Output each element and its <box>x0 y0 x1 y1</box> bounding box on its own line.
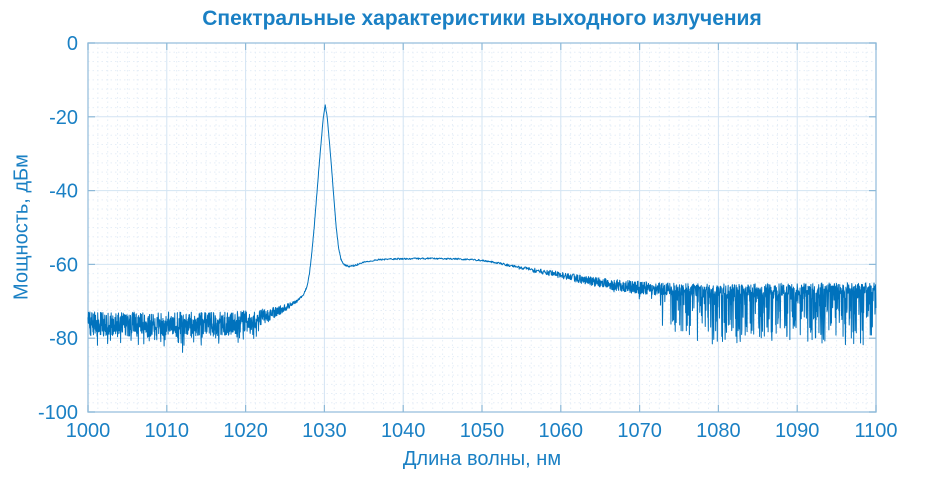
chart-title: Спектральные характеристики выходного из… <box>202 7 762 30</box>
y-tick-label: -80 <box>49 328 78 350</box>
x-axis-label: Длина волны, нм <box>402 448 562 470</box>
y-tick-label: 0 <box>67 33 78 55</box>
spectrum-line <box>87 104 877 353</box>
x-tick-label: 1040 <box>381 420 426 442</box>
x-tick-label: 1030 <box>302 420 347 442</box>
x-tick-label: 1100 <box>854 420 897 442</box>
x-tick-label: 1050 <box>460 420 505 442</box>
y-axis-label: Мощность, дБм <box>10 154 33 300</box>
x-tick-label: 1080 <box>696 420 741 442</box>
y-tick-label: -40 <box>49 181 78 203</box>
x-tick-label: 1020 <box>223 420 268 442</box>
x-tick-label: 1070 <box>617 420 662 442</box>
x-tick-label: 1060 <box>539 420 584 442</box>
x-tick-label: 1090 <box>775 420 820 442</box>
x-tick-label: 1000 <box>66 420 111 442</box>
y-tick-label: -20 <box>49 107 78 129</box>
y-tick-label: -60 <box>49 254 78 276</box>
x-tick-label: 1010 <box>145 420 190 442</box>
y-tick-label: -100 <box>38 402 78 424</box>
